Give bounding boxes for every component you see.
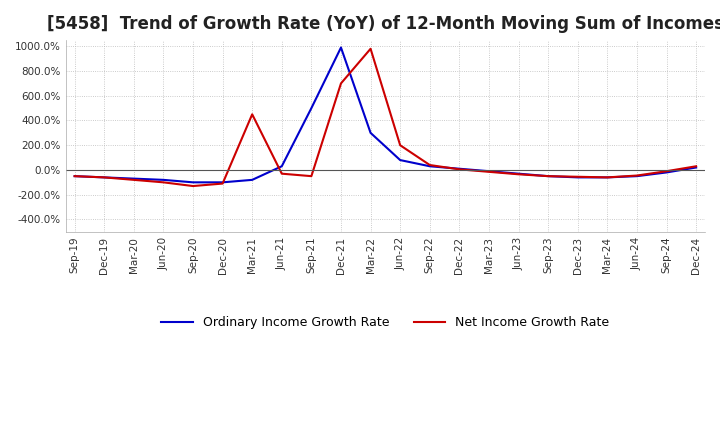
Net Income Growth Rate <box>337 81 346 86</box>
Title: [5458]  Trend of Growth Rate (YoY) of 12-Month Moving Sum of Incomes: [5458] Trend of Growth Rate (YoY) of 12-… <box>47 15 720 33</box>
Net Income Growth Rate <box>544 173 552 179</box>
Ordinary Income Growth Rate <box>248 177 256 183</box>
Net Income Growth Rate <box>426 162 434 168</box>
Net Income Growth Rate <box>603 175 612 180</box>
Net Income Growth Rate <box>692 164 701 169</box>
Ordinary Income Growth Rate <box>662 170 671 175</box>
Net Income Growth Rate <box>366 46 375 51</box>
Net Income Growth Rate <box>100 175 109 180</box>
Ordinary Income Growth Rate <box>573 175 582 180</box>
Net Income Growth Rate <box>218 181 227 186</box>
Net Income Growth Rate <box>159 180 168 185</box>
Ordinary Income Growth Rate <box>485 169 493 174</box>
Ordinary Income Growth Rate <box>218 180 227 185</box>
Ordinary Income Growth Rate <box>366 130 375 136</box>
Net Income Growth Rate <box>71 173 79 179</box>
Net Income Growth Rate <box>277 171 286 176</box>
Legend: Ordinary Income Growth Rate, Net Income Growth Rate: Ordinary Income Growth Rate, Net Income … <box>156 311 614 334</box>
Ordinary Income Growth Rate <box>426 164 434 169</box>
Ordinary Income Growth Rate <box>100 175 109 180</box>
Net Income Growth Rate <box>455 167 464 172</box>
Ordinary Income Growth Rate <box>159 177 168 183</box>
Line: Net Income Growth Rate: Net Income Growth Rate <box>75 49 696 186</box>
Ordinary Income Growth Rate <box>189 180 197 185</box>
Net Income Growth Rate <box>485 169 493 175</box>
Ordinary Income Growth Rate <box>307 106 315 111</box>
Ordinary Income Growth Rate <box>277 164 286 169</box>
Ordinary Income Growth Rate <box>544 173 552 179</box>
Net Income Growth Rate <box>189 183 197 189</box>
Net Income Growth Rate <box>633 173 642 178</box>
Net Income Growth Rate <box>514 172 523 177</box>
Line: Ordinary Income Growth Rate: Ordinary Income Growth Rate <box>75 48 696 182</box>
Net Income Growth Rate <box>573 174 582 180</box>
Ordinary Income Growth Rate <box>337 45 346 50</box>
Net Income Growth Rate <box>248 112 256 117</box>
Net Income Growth Rate <box>396 143 405 148</box>
Ordinary Income Growth Rate <box>603 175 612 180</box>
Net Income Growth Rate <box>662 169 671 174</box>
Ordinary Income Growth Rate <box>633 173 642 179</box>
Net Income Growth Rate <box>130 177 138 183</box>
Ordinary Income Growth Rate <box>514 171 523 176</box>
Ordinary Income Growth Rate <box>396 158 405 163</box>
Ordinary Income Growth Rate <box>71 173 79 179</box>
Ordinary Income Growth Rate <box>692 165 701 170</box>
Ordinary Income Growth Rate <box>455 166 464 171</box>
Ordinary Income Growth Rate <box>130 176 138 181</box>
Net Income Growth Rate <box>307 173 315 179</box>
